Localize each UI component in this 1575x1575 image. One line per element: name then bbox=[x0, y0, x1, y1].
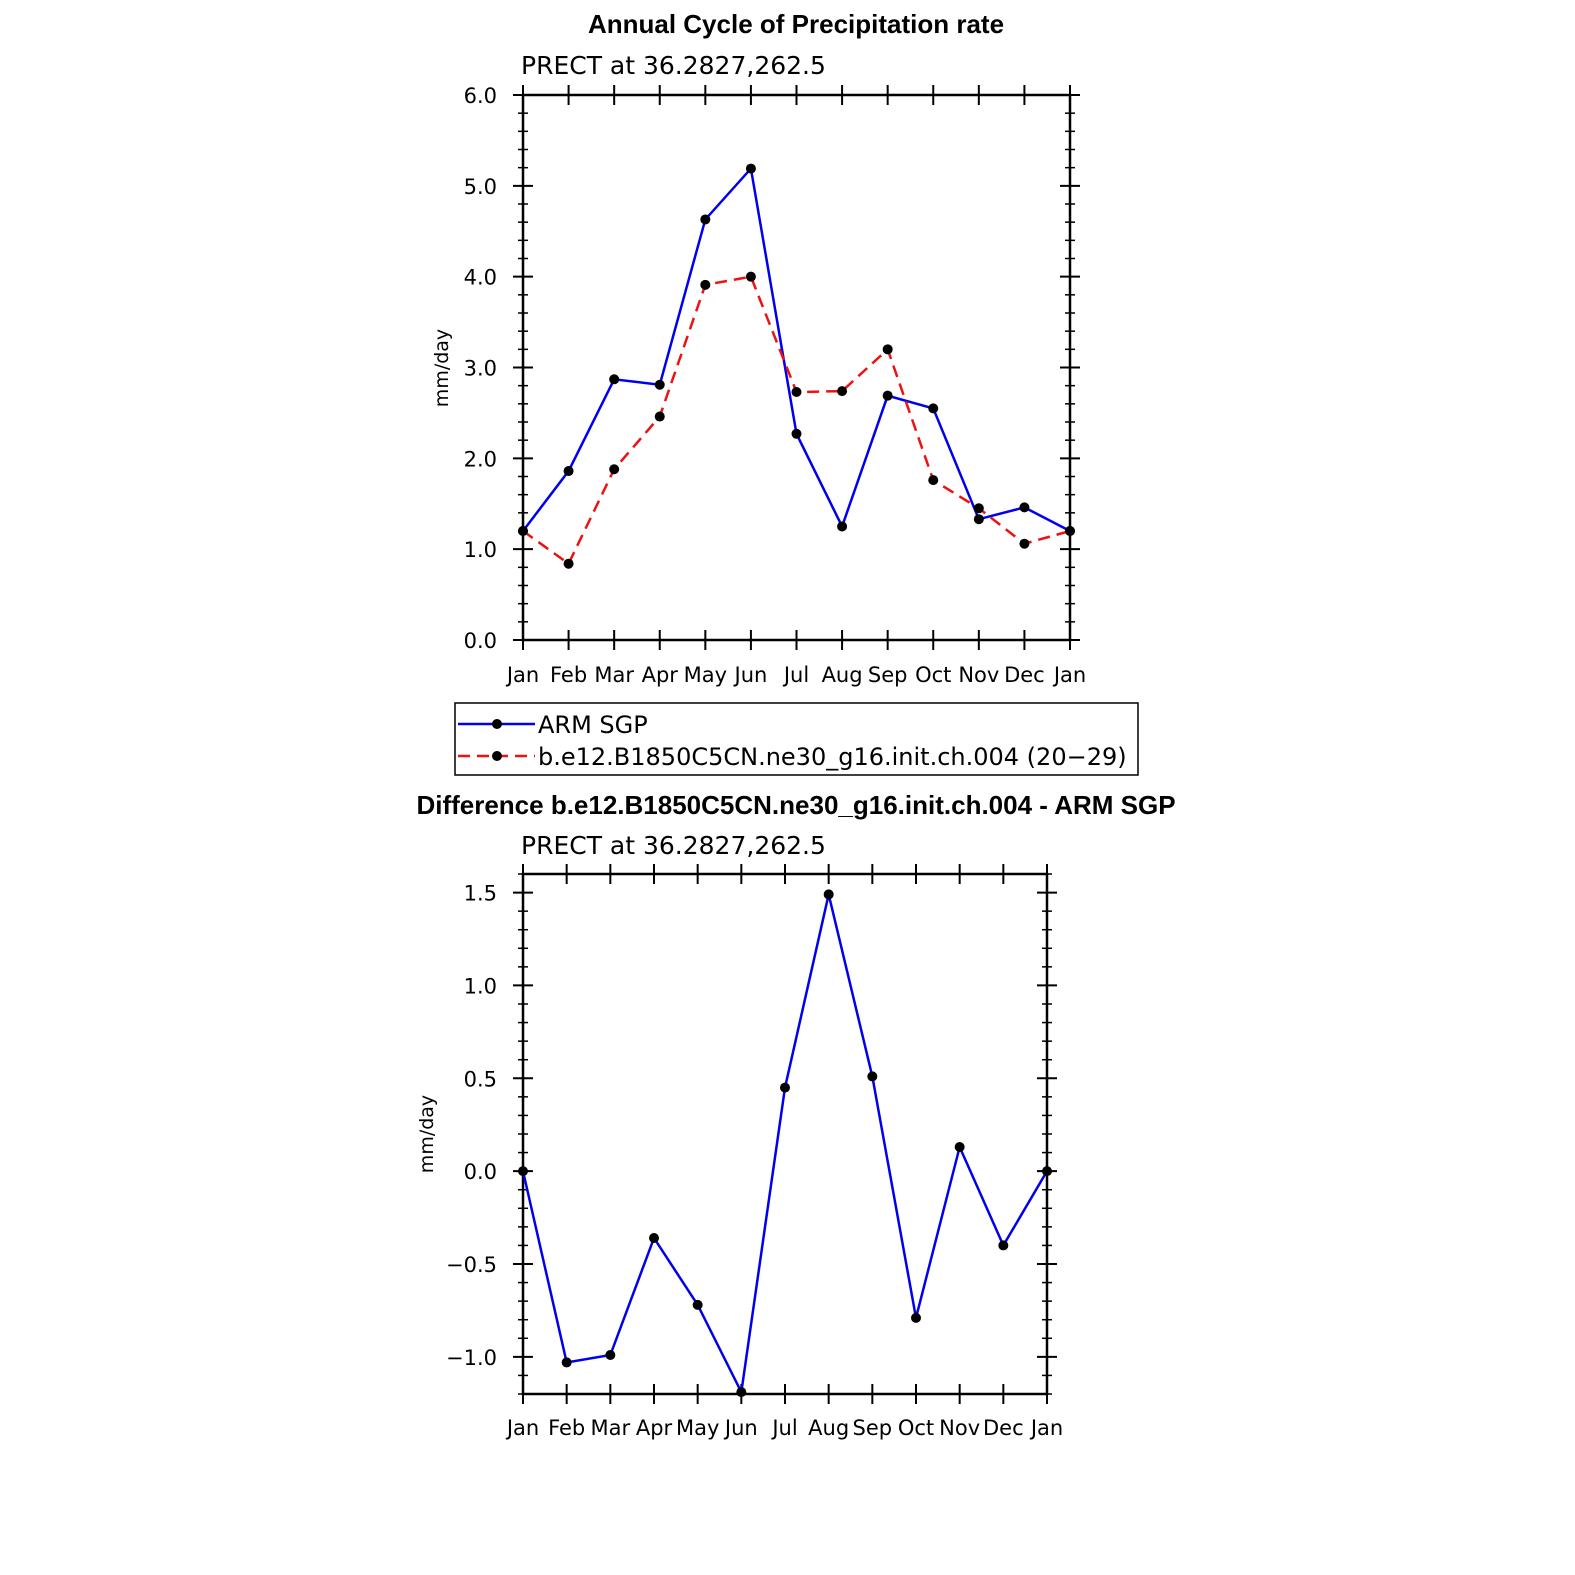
x-tick-label: Jul bbox=[770, 1416, 797, 1440]
series-line-0 bbox=[521, 894, 1049, 1397]
x-tick-label: Nov bbox=[958, 663, 999, 687]
chart-subtitle: PRECT at 36.2827,262.5 bbox=[521, 51, 826, 80]
x-tick-label: May bbox=[676, 1416, 719, 1440]
data-point bbox=[882, 390, 893, 401]
y-tick-label: 2.0 bbox=[464, 447, 497, 471]
data-point bbox=[1065, 526, 1075, 536]
x-tick-label: Dec bbox=[1004, 663, 1045, 687]
x-tick-label: Nov bbox=[939, 1416, 980, 1440]
x-tick-label: Dec bbox=[983, 1416, 1024, 1440]
data-point bbox=[518, 526, 528, 536]
data-point bbox=[973, 503, 984, 514]
y-tick-label: 1.0 bbox=[464, 974, 497, 998]
x-tick-label: Jun bbox=[723, 1416, 758, 1440]
data-point bbox=[561, 1357, 572, 1368]
data-point bbox=[911, 1312, 921, 1323]
y-tick-label: 0.0 bbox=[464, 629, 497, 653]
data-point bbox=[654, 379, 665, 390]
x-tick-label: Jan bbox=[1052, 663, 1086, 687]
y-tick-label: 6.0 bbox=[464, 84, 497, 108]
legend-box bbox=[454, 702, 1139, 776]
chart-title: Annual Cycle of Precipitation rate bbox=[588, 9, 1004, 39]
legend-marker bbox=[492, 719, 502, 729]
data-point bbox=[518, 1166, 528, 1177]
x-tick-label: Jul bbox=[782, 663, 809, 687]
x-tick-label: Apr bbox=[642, 663, 679, 687]
x-tick-label: Mar bbox=[591, 1416, 631, 1440]
y-tick-label: 1.0 bbox=[464, 538, 497, 562]
x-tick-label: Feb bbox=[548, 1416, 585, 1440]
annual-cycle-chart: Annual Cycle of Precipitation rate PRECT … bbox=[431, 9, 1086, 687]
y-tick-label: 3.0 bbox=[464, 357, 497, 381]
plot-frame bbox=[521, 93, 1072, 642]
x-tick-label: Jan bbox=[1029, 1416, 1063, 1440]
data-point bbox=[736, 1387, 747, 1398]
data-point bbox=[654, 411, 665, 422]
data-point bbox=[928, 403, 939, 414]
y-tick-label: 1.5 bbox=[464, 882, 497, 906]
data-point bbox=[649, 1233, 659, 1243]
data-point bbox=[791, 428, 802, 439]
legend-label: b.e12.B1850C5CN.ne30_g16.init.ch.004 (20… bbox=[538, 743, 1127, 771]
y-tick-label: 0.5 bbox=[464, 1067, 497, 1091]
data-point bbox=[973, 514, 984, 525]
data-point bbox=[837, 386, 848, 397]
x-tick-label: Jan bbox=[505, 663, 539, 687]
data-point bbox=[609, 464, 620, 475]
data-point bbox=[605, 1350, 616, 1360]
data-point bbox=[823, 889, 834, 900]
x-tick-label: Sep bbox=[868, 663, 908, 687]
x-tick-label: Oct bbox=[915, 663, 951, 687]
y-tick-label: 5.0 bbox=[464, 175, 497, 199]
data-point bbox=[780, 1082, 790, 1093]
data-point bbox=[700, 279, 711, 290]
series-line-1 bbox=[522, 275, 1071, 566]
data-point bbox=[563, 558, 574, 569]
y-axis-label: mm/day bbox=[416, 1095, 438, 1173]
data-point bbox=[1042, 1166, 1052, 1177]
plot-frame bbox=[521, 872, 1049, 1396]
x-tick-label: May bbox=[684, 663, 727, 687]
data-point bbox=[563, 466, 574, 477]
y-axis-label: mm/day bbox=[431, 329, 453, 407]
data-point bbox=[745, 163, 756, 174]
data-point bbox=[1019, 538, 1030, 549]
x-tick-label: Mar bbox=[594, 663, 634, 687]
x-tick-label: Sep bbox=[853, 1416, 893, 1440]
chart-title: Difference b.e12.B1850C5CN.ne30_g16.init… bbox=[416, 790, 1175, 820]
data-point bbox=[867, 1071, 878, 1082]
data-point bbox=[837, 521, 848, 532]
y-tick-label: 4.0 bbox=[464, 266, 497, 290]
chart-legend: ARM SGP b.e12.B1850C5CN.ne30_g16.init.ch.… bbox=[454, 702, 1139, 776]
x-tick-label: Oct bbox=[898, 1416, 934, 1440]
data-point bbox=[954, 1142, 965, 1152]
series-line-0 bbox=[522, 165, 1071, 533]
data-point bbox=[745, 271, 756, 282]
data-point bbox=[791, 387, 802, 398]
data-point bbox=[882, 344, 893, 355]
data-point bbox=[700, 214, 711, 225]
y-tick-label: 0.0 bbox=[464, 1160, 497, 1184]
data-point bbox=[609, 374, 620, 385]
x-tick-label: Aug bbox=[808, 1416, 849, 1440]
x-tick-label: Jan bbox=[505, 1416, 539, 1440]
data-point bbox=[1019, 502, 1030, 513]
difference-chart: Difference b.e12.B1850C5CN.ne30_g16.init… bbox=[416, 790, 1176, 1440]
data-point bbox=[928, 475, 939, 486]
chart-subtitle: PRECT at 36.2827,262.5 bbox=[521, 831, 826, 860]
legend-label: ARM SGP bbox=[538, 711, 648, 739]
x-tick-label: Jun bbox=[733, 663, 768, 687]
data-point bbox=[692, 1299, 703, 1310]
data-point bbox=[998, 1240, 1009, 1251]
legend-marker bbox=[492, 751, 502, 761]
x-tick-label: Apr bbox=[636, 1416, 673, 1440]
y-tick-label: −1.0 bbox=[446, 1346, 497, 1370]
x-tick-label: Aug bbox=[822, 663, 863, 687]
x-tick-label: Feb bbox=[550, 663, 587, 687]
y-tick-label: −0.5 bbox=[446, 1253, 497, 1277]
